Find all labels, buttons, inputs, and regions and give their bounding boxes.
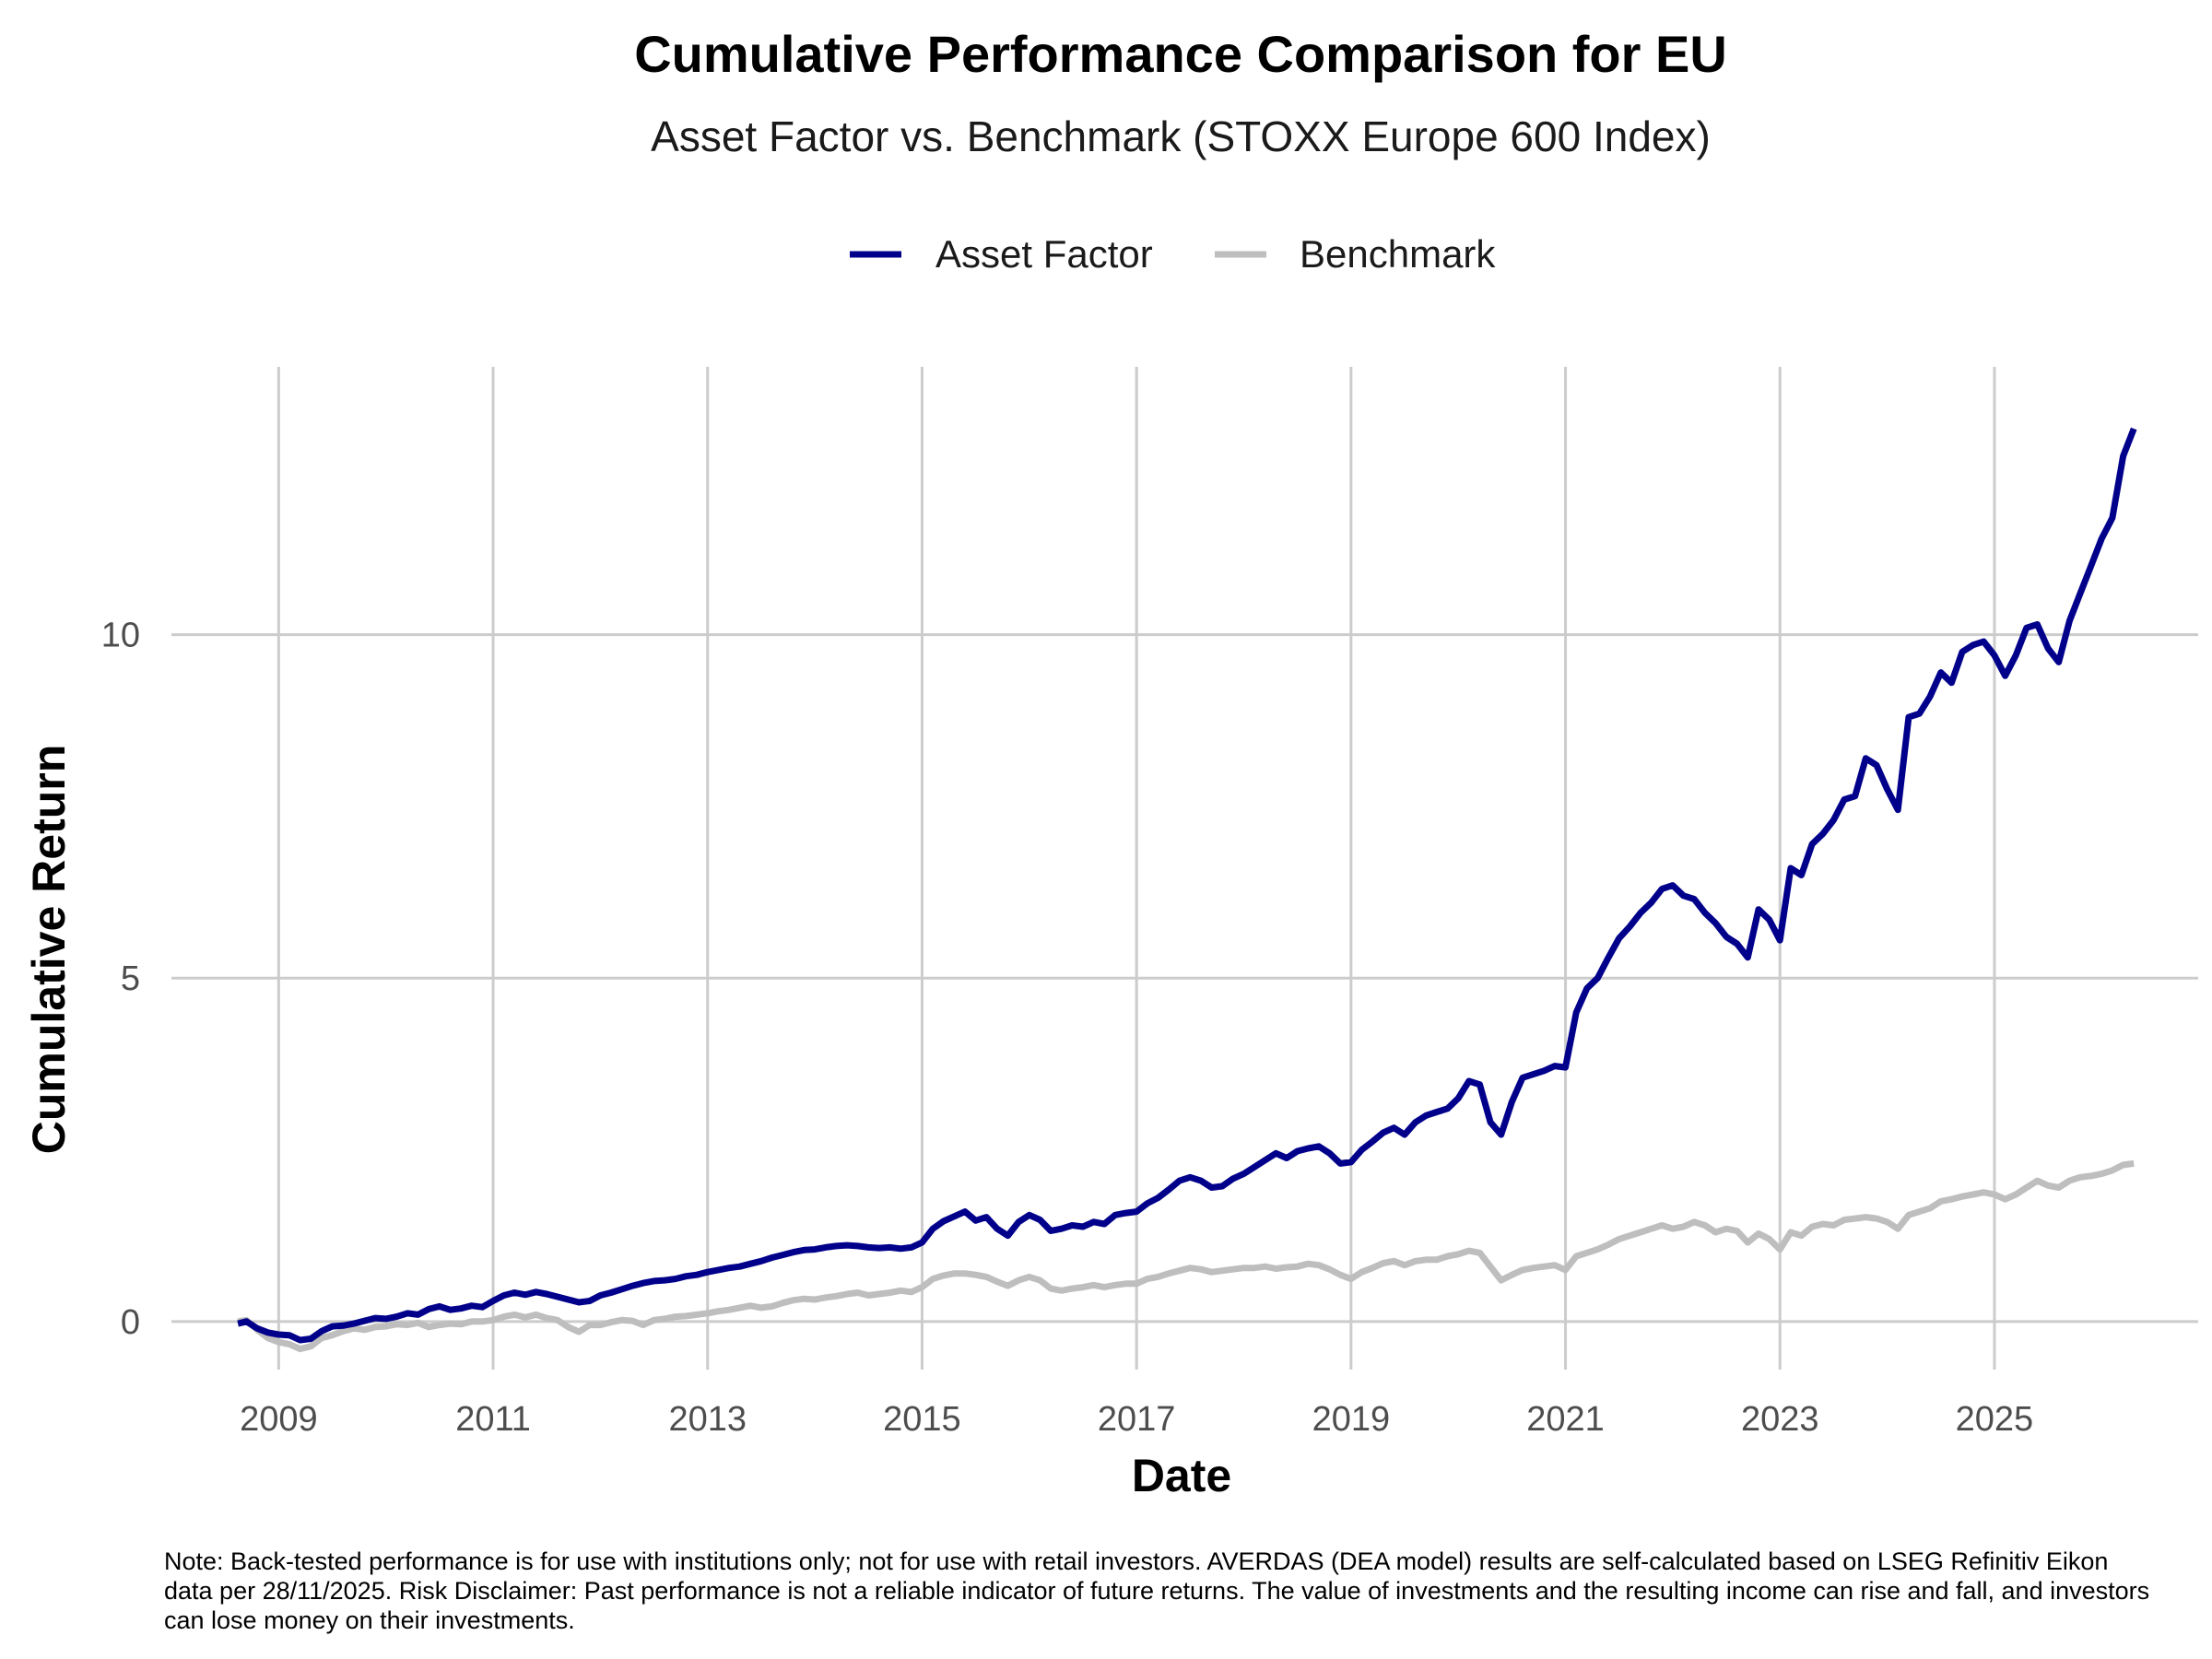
series-line-benchmark [237, 1159, 2135, 1353]
chart-subtitle: Asset Factor vs. Benchmark (STOXX Europe… [651, 112, 1711, 160]
y-tick-label: 0 [121, 1303, 140, 1342]
legend-label-benchmark: Benchmark [1300, 232, 1496, 276]
x-tick-label: 2021 [1526, 1400, 1605, 1439]
y-tick-label: 10 [101, 617, 140, 655]
chart-title: Cumulative Performance Comparison for EU [634, 25, 1727, 83]
series-lines [237, 427, 2137, 1353]
y-tick-label: 5 [121, 959, 140, 998]
x-axis-title: Date [1132, 1450, 1231, 1501]
y-axis-title: Cumulative Return [23, 745, 75, 1155]
x-tick-label: 2025 [1956, 1400, 2034, 1439]
series-line-asset-factor [237, 427, 2137, 1344]
footnote-disclaimer: Note: Back-tested performance is for use… [164, 1547, 2150, 1634]
x-axis-ticks: 2009 2011 2013 2015 2017 2019 2021 2023 2025 [240, 1400, 2033, 1439]
legend: Asset Factor Benchmark [850, 232, 1496, 276]
x-tick-label: 2009 [240, 1400, 318, 1439]
legend-label-asset-factor: Asset Factor [935, 232, 1153, 276]
x-tick-label: 2023 [1741, 1400, 1819, 1439]
gridlines [171, 367, 2198, 1370]
x-tick-label: 2019 [1312, 1400, 1391, 1439]
y-axis-ticks: 0 5 10 [101, 617, 140, 1342]
x-tick-label: 2011 [455, 1400, 531, 1439]
x-tick-label: 2017 [1098, 1400, 1176, 1439]
x-tick-label: 2013 [668, 1400, 747, 1439]
x-tick-label: 2015 [883, 1400, 961, 1439]
